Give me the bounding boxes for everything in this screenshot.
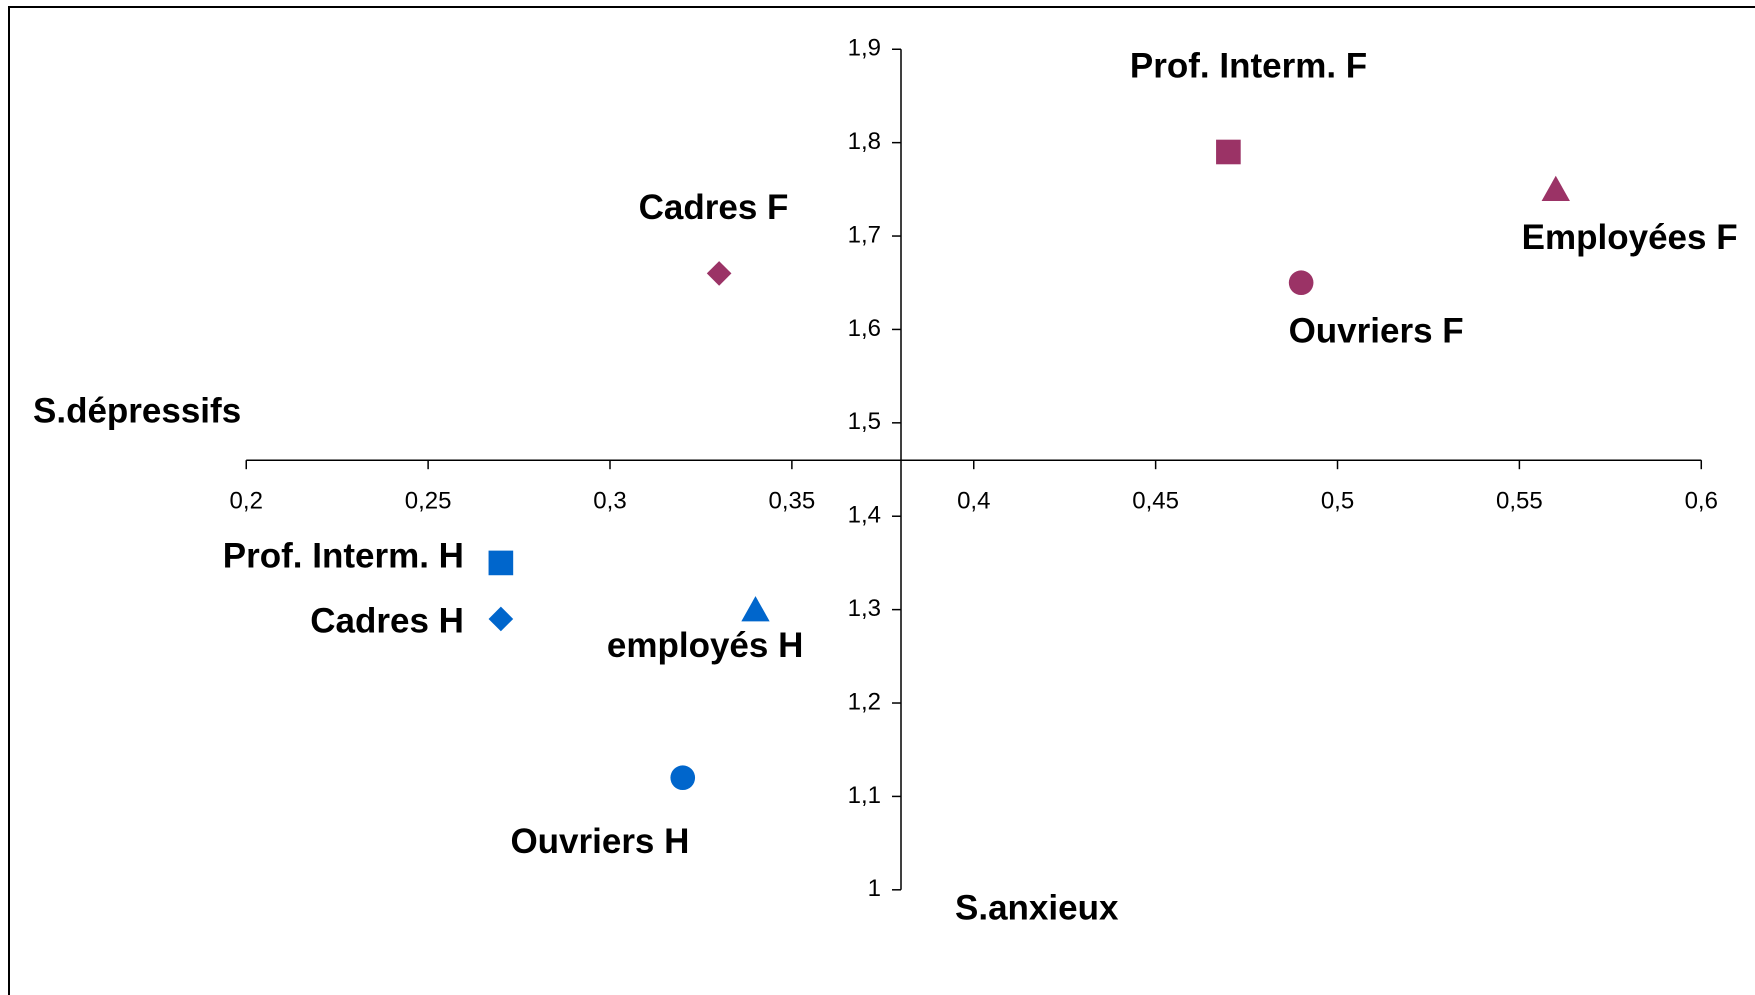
y-axis-label: S.dépressifs	[33, 391, 241, 430]
point-label: Ouvriers F	[1289, 311, 1464, 350]
marker	[706, 261, 732, 286]
x-tick-label: 0,35	[769, 488, 816, 515]
marker	[670, 765, 696, 791]
x-tick-label: 0,45	[1132, 488, 1179, 515]
point-label: employés H	[607, 626, 803, 665]
y-tick-label: 1,2	[848, 688, 881, 715]
x-tick-label: 0,5	[1321, 488, 1354, 515]
x-tick-label: 0,4	[957, 488, 990, 515]
point-label: Cadres H	[310, 602, 464, 641]
x-tick-label: 0,55	[1496, 488, 1543, 515]
marker	[488, 550, 514, 576]
point-label: Ouvriers H	[510, 822, 689, 861]
y-tick-label: 1,5	[848, 408, 881, 435]
marker	[1216, 139, 1241, 165]
frame	[8, 6, 1755, 995]
y-tick-label: 1	[868, 875, 881, 902]
y-tick-label: 1,7	[848, 221, 881, 248]
point-label: Cadres F	[639, 188, 789, 227]
marker	[741, 596, 770, 622]
marker	[1288, 270, 1314, 296]
y-tick-label: 1,8	[848, 128, 881, 155]
point-label: Prof. Interm. F	[1130, 46, 1367, 85]
marker	[488, 606, 514, 632]
y-tick-label: 1,4	[848, 502, 881, 529]
point-label: Prof. Interm. H	[223, 537, 464, 576]
point-label: Employées F	[1522, 218, 1738, 257]
x-tick-label: 0,25	[405, 488, 452, 515]
x-tick-label: 0,6	[1685, 488, 1718, 515]
y-tick-label: 1,1	[848, 782, 881, 809]
y-tick-label: 1,9	[848, 35, 881, 62]
marker	[1541, 175, 1570, 202]
x-tick-label: 0,3	[593, 488, 626, 515]
y-tick-label: 1,6	[848, 315, 881, 342]
x-tick-label: 0,2	[230, 488, 263, 515]
x-axis-label: S.anxieux	[955, 888, 1119, 927]
y-tick-label: 1,3	[848, 595, 881, 622]
